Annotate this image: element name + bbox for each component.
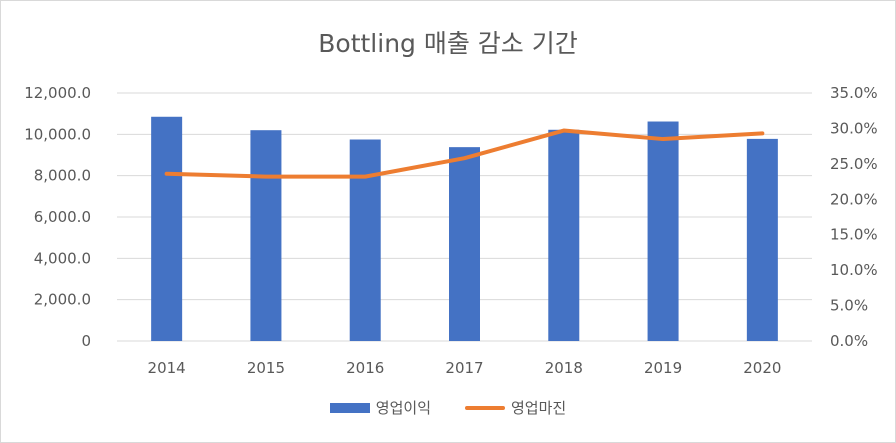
bar-series (151, 116, 778, 342)
bar (647, 121, 679, 342)
legend: 영업이익 영업마진 (0, 397, 896, 418)
x-tick-label: 2016 (346, 359, 384, 377)
left-tick-label: 0 (81, 332, 91, 350)
legend-item-line: 영업마진 (465, 397, 566, 418)
x-axis: 2014 2015 2016 2017 2018 2019 2020 (148, 359, 782, 377)
right-tick-label: 20.0% (830, 190, 878, 208)
right-tick-label: 25.0% (830, 155, 878, 173)
legend-item-bar: 영업이익 (329, 397, 431, 418)
right-tick-label: 5.0% (830, 297, 868, 315)
legend-label-bar: 영업이익 (375, 399, 431, 417)
x-tick-label: 2014 (148, 359, 186, 377)
legend-swatch-line (465, 405, 505, 410)
x-tick-label: 2019 (644, 359, 682, 377)
x-tick-label: 2020 (743, 359, 781, 377)
legend-label-line: 영업마진 (511, 399, 567, 417)
bar (151, 116, 183, 342)
x-tick-label: 2015 (247, 359, 285, 377)
bar (250, 130, 282, 341)
right-tick-label: 0.0% (830, 332, 868, 350)
left-axis: 0 2,000.0 4,000.0 6,000.0 8,000.0 10,000.0 12,… (24, 84, 91, 350)
right-axis: 0.0% 5.0% 10.0% 15.0% 20.0% 25.0% 30.0% 35.0% (830, 84, 878, 350)
left-tick-label: 12,000.0 (24, 84, 91, 102)
left-tick-label: 6,000.0 (34, 208, 91, 226)
left-tick-label: 2,000.0 (34, 291, 91, 309)
left-tick-label: 10,000.0 (24, 125, 91, 143)
line-series (164, 128, 765, 179)
bar (746, 138, 778, 341)
chart-title: Bottling 매출 감소 기간 (318, 29, 578, 58)
left-tick-label: 4,000.0 (34, 249, 91, 267)
x-tick-label: 2017 (445, 359, 483, 377)
bar (548, 129, 580, 341)
legend-swatch-bar (329, 402, 370, 413)
right-tick-label: 15.0% (830, 226, 878, 244)
left-tick-label: 8,000.0 (34, 167, 91, 185)
right-tick-label: 10.0% (830, 261, 878, 279)
bar (449, 147, 480, 341)
x-tick-label: 2018 (545, 359, 583, 377)
right-tick-label: 30.0% (830, 119, 878, 137)
right-tick-label: 35.0% (830, 84, 878, 102)
bar (349, 139, 381, 341)
